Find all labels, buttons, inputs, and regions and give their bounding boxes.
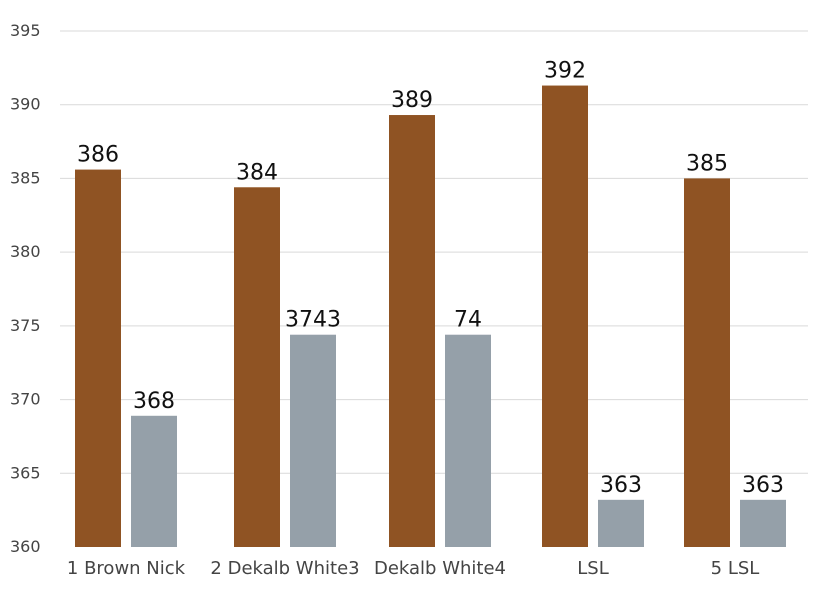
x-category-label: 5 LSL	[711, 558, 760, 579]
bar-series-1	[234, 187, 280, 547]
bar-value-label: 386	[77, 143, 119, 168]
bar-value-label: 363	[742, 473, 784, 498]
y-tick-label: 385	[10, 168, 41, 187]
bar-value-label: 385	[686, 151, 728, 176]
bar-series-1	[542, 85, 588, 547]
bar-series-2	[598, 499, 644, 547]
bar-value-label: 389	[391, 88, 433, 113]
x-axis-categories: 1 Brown Nick 2 Dekalb White3 Dekalb White4…	[67, 558, 759, 579]
bar-value-label: 3743	[285, 308, 341, 333]
bar-value-label: 363	[600, 473, 642, 498]
y-tick-label: 370	[10, 390, 41, 409]
x-category-label: 2 Dekalb White3	[210, 558, 359, 579]
y-tick-label: 395	[10, 21, 41, 40]
y-tick-label: 380	[10, 242, 41, 261]
bar-series-1	[684, 178, 730, 547]
bar-value-label: 384	[236, 160, 278, 185]
bar-series-2	[740, 499, 786, 547]
bar-value-label: 368	[133, 389, 175, 414]
bar-series-2	[131, 415, 177, 547]
y-tick-label: 365	[10, 463, 41, 482]
bar-value-label: 74	[454, 308, 482, 333]
y-tick-label: 375	[10, 316, 41, 335]
bar-series-1	[389, 115, 435, 547]
y-tick-label: 390	[10, 95, 41, 114]
bar-series-2	[445, 334, 491, 547]
x-category-label: Dekalb White4	[374, 558, 506, 579]
bar-series-2	[290, 334, 336, 547]
x-category-label: 1 Brown Nick	[67, 558, 186, 579]
y-axis-ticks: 360 365 370 375 380 385 390 395	[10, 21, 41, 556]
data-labels: 386 368 384 3743 389 74 392 363 385 363	[77, 59, 784, 498]
x-category-label: LSL	[577, 558, 608, 579]
bar-series-1	[75, 169, 121, 547]
y-tick-label: 360	[10, 537, 41, 556]
bars	[75, 85, 786, 547]
bar-value-label: 392	[544, 59, 586, 84]
